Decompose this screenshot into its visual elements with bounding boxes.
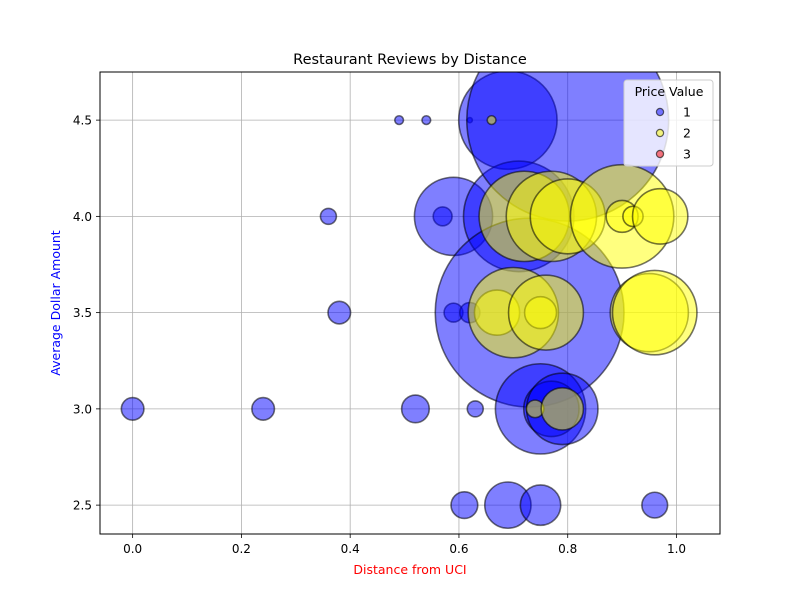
legend-items: 1 2 3 <box>655 105 691 162</box>
point-price-2 <box>507 274 585 351</box>
chart-title: Restaurant Reviews by Distance <box>293 52 527 68</box>
x-tick-label: 0.4 <box>341 542 360 556</box>
x-axis-label: Distance from UCI <box>353 562 466 577</box>
point-price-1 <box>400 394 431 424</box>
point-price-2 <box>540 386 585 431</box>
point-price-2 <box>611 269 698 356</box>
point-price-2 <box>486 114 497 126</box>
point-price-1 <box>251 396 276 421</box>
y-tick-label: 3.0 <box>73 402 92 416</box>
legend-box <box>623 79 714 167</box>
point-price-1 <box>421 114 432 126</box>
y-tick-label: 4.0 <box>73 210 92 224</box>
point-price-1 <box>327 300 352 325</box>
legend-marker <box>655 149 665 159</box>
y-axis-label: Average Dollar Amount <box>48 230 63 376</box>
legend: Price Value 1 2 3 <box>623 79 714 167</box>
y-tick-label: 2.5 <box>73 499 92 513</box>
x-tick-label: 1.0 <box>667 542 686 556</box>
x-tick-label: 0.0 <box>123 542 142 556</box>
point-price-2 <box>631 187 689 245</box>
x-tick-label: 0.6 <box>449 542 468 556</box>
legend-label: 3 <box>683 147 691 162</box>
axis-ticks: 0.0 0.2 0.4 0.6 0.8 1.0 2.5 3.0 3.5 4.0 4.5 <box>73 114 686 556</box>
legend-label: 1 <box>683 105 691 120</box>
data-points <box>120 72 698 530</box>
point-price-1 <box>319 207 338 226</box>
point-price-1 <box>519 484 562 527</box>
point-price-1 <box>641 491 669 519</box>
point-price-1 <box>120 396 145 421</box>
point-price-1 <box>393 114 405 126</box>
y-tick-label: 3.5 <box>73 306 92 320</box>
plot-frame <box>99 71 721 535</box>
legend-marker <box>655 107 665 117</box>
x-tick-label: 0.2 <box>232 542 251 556</box>
legend-title: Price Value <box>635 84 704 99</box>
point-price-1 <box>466 400 485 418</box>
y-tick-label: 4.5 <box>73 114 92 128</box>
legend-label: 2 <box>683 126 691 141</box>
x-tick-label: 0.8 <box>558 542 577 556</box>
point-price-1 <box>450 490 479 520</box>
legend-marker <box>655 128 665 138</box>
